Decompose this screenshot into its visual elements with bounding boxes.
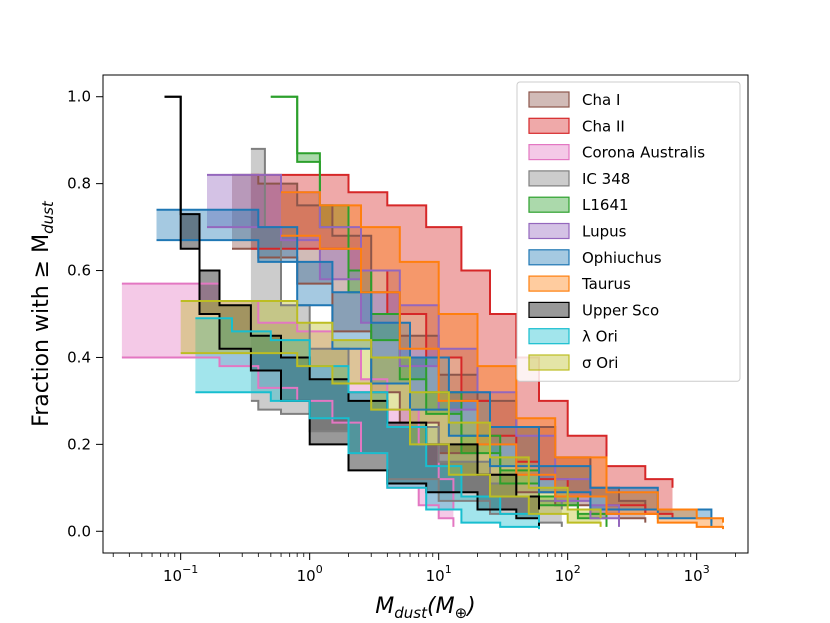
series-upper-line-ophiuchus (156, 208, 713, 523)
series-lower-line-taurus (281, 234, 724, 530)
x-tick-label: 10−1 (163, 563, 198, 585)
series-lower-line-corona-australis (121, 356, 455, 527)
series-area-ic-348 (250, 148, 562, 527)
y-tick-label: 0.0 (67, 522, 91, 540)
legend-label-ic-348: IC 348 (582, 170, 630, 188)
legend-swatch-cha-i (528, 91, 570, 108)
series-upper-line-taurus (281, 191, 724, 523)
y-axis-ticks: 0.0 0.2 0.4 0.6 0.8 1.0 (67, 88, 103, 540)
series-area-ophiuchus (156, 209, 712, 527)
legend-swatch-lupus (528, 222, 570, 240)
y-tick-label: 1.0 (67, 88, 91, 106)
legend-label-corona-australis: Corona Australis (582, 144, 705, 162)
legend-swatch-ic-348 (528, 170, 570, 187)
legend-label-l1641: L1641 (582, 196, 629, 214)
legend-swatch-taurus (528, 275, 570, 292)
series-area-taurus (281, 192, 723, 530)
y-axis-label: Fraction with ≥ Mdust (29, 200, 57, 427)
y-tick-label: 0.2 (67, 435, 91, 453)
y-tick-label: 0.4 (67, 348, 91, 366)
legend-label-sigma-ori: σ Ori (582, 354, 618, 372)
legend-swatch-upper-sco (528, 301, 570, 318)
series-lower-line-sigma-ori (180, 352, 602, 527)
legend-label-upper-sco: Upper Sco (582, 301, 659, 319)
legend-label-ophiuchus: Ophiuchus (582, 249, 662, 267)
x-tick-label: 102 (555, 563, 581, 585)
x-axis-ticks: 10−1 100 101 102 103 (112, 553, 736, 585)
series-area-sigma-ori (180, 301, 601, 527)
plot-frame (102, 74, 749, 554)
series-lines (121, 95, 724, 530)
x-tick-label: 100 (297, 563, 323, 585)
legend-label-lupus: Lupus (582, 223, 627, 241)
legend-label-lambda-ori: λ Ori (582, 328, 618, 346)
legend-swatch-l1641 (528, 196, 570, 213)
series-lower-line-lambda-ori (195, 391, 540, 530)
legend-box (516, 81, 741, 382)
series-upper-line-cha-ii (250, 173, 674, 488)
series-lower-line-upper-sco (164, 95, 540, 527)
series-area-corona-australis (121, 283, 454, 527)
legend-swatch-ophiuchus (528, 249, 570, 266)
legend-swatch-sigma-ori (528, 354, 570, 371)
y-tick-label: 0.6 (67, 262, 91, 280)
legend-swatch-corona-australis (528, 144, 570, 161)
x-tick-label: 101 (426, 563, 452, 585)
legend-label-cha-i: Cha I (582, 91, 620, 109)
y-tick-label: 0.8 (67, 175, 91, 193)
legend-swatch-cha-ii (528, 117, 570, 134)
x-tick-label: 103 (684, 563, 710, 585)
series-lower-line-ophiuchus (156, 239, 713, 527)
x-axis-label: Mdust(M⊕) (375, 594, 475, 622)
legend-swatch-lambda-ori (528, 328, 570, 345)
legend-label-cha-ii: Cha II (582, 117, 625, 135)
series-upper-line-sigma-ori (180, 300, 602, 519)
legend: Cha I Cha II Corona Australis IC 348 L1641 Lu… (516, 81, 741, 382)
legend-label-taurus: Taurus (581, 275, 631, 293)
